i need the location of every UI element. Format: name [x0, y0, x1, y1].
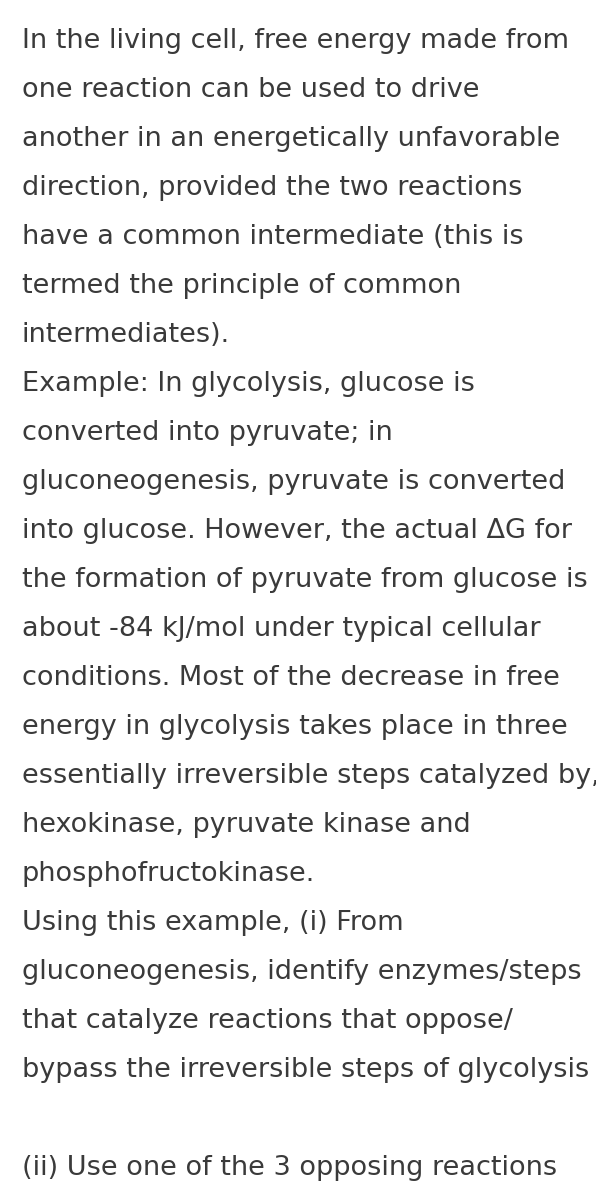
Text: have a common intermediate (this is: have a common intermediate (this is — [22, 224, 524, 250]
Text: another in an energetically unfavorable: another in an energetically unfavorable — [22, 126, 560, 152]
Text: energy in glycolysis takes place in three: energy in glycolysis takes place in thre… — [22, 714, 568, 740]
Text: bypass the irreversible steps of glycolysis: bypass the irreversible steps of glycoly… — [22, 1057, 589, 1082]
Text: converted into pyruvate; in: converted into pyruvate; in — [22, 420, 393, 446]
Text: Using this example, (i) From: Using this example, (i) From — [22, 910, 403, 936]
Text: In the living cell, free energy made from: In the living cell, free energy made fro… — [22, 28, 569, 54]
Text: conditions. Most of the decrease in free: conditions. Most of the decrease in free — [22, 665, 560, 691]
Text: intermediates).: intermediates). — [22, 322, 230, 348]
Text: that catalyze reactions that oppose/: that catalyze reactions that oppose/ — [22, 1008, 513, 1034]
Text: (ii) Use one of the 3 opposing reactions: (ii) Use one of the 3 opposing reactions — [22, 1154, 557, 1181]
Text: essentially irreversible steps catalyzed by,: essentially irreversible steps catalyzed… — [22, 763, 596, 790]
Text: phosphofructokinase.: phosphofructokinase. — [22, 862, 315, 887]
Text: into glucose. However, the actual ΔG for: into glucose. However, the actual ΔG for — [22, 518, 572, 544]
Text: direction, provided the two reactions: direction, provided the two reactions — [22, 175, 522, 200]
Text: termed the principle of common: termed the principle of common — [22, 272, 461, 299]
Text: the formation of pyruvate from glucose is: the formation of pyruvate from glucose i… — [22, 566, 588, 593]
Text: gluconeogenesis, identify enzymes/steps: gluconeogenesis, identify enzymes/steps — [22, 959, 582, 985]
Text: hexokinase, pyruvate kinase and: hexokinase, pyruvate kinase and — [22, 812, 471, 838]
Text: Example: In glycolysis, glucose is: Example: In glycolysis, glucose is — [22, 371, 475, 397]
Text: about -84 kJ/mol under typical cellular: about -84 kJ/mol under typical cellular — [22, 616, 541, 642]
Text: gluconeogenesis, pyruvate is converted: gluconeogenesis, pyruvate is converted — [22, 469, 566, 494]
Text: one reaction can be used to drive: one reaction can be used to drive — [22, 77, 480, 103]
